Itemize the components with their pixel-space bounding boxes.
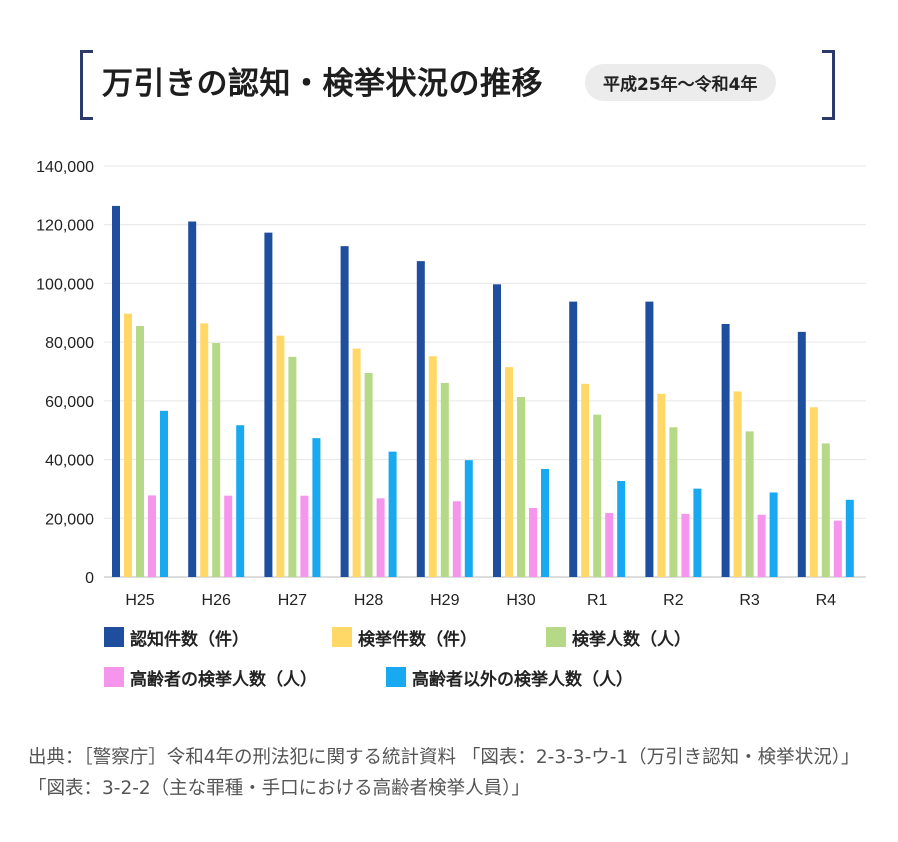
legend-item-arrested: 検挙人数（人） xyxy=(546,625,691,650)
bar-H30-series-0 xyxy=(493,284,501,577)
legend-label: 高齢者以外の検挙人数（人） xyxy=(412,669,633,690)
legend-label: 検挙人数（人） xyxy=(572,629,691,650)
bar-R4-series-1 xyxy=(809,407,818,577)
bar-R1-series-0 xyxy=(569,301,578,577)
legend-item-cleared: 検挙件数（件） xyxy=(332,625,512,650)
bar-H25-series-4 xyxy=(160,410,168,577)
bar-R1-series-1 xyxy=(581,383,590,577)
title-bracket-left xyxy=(80,50,93,120)
bar-H30-series-1 xyxy=(505,367,513,577)
bar-H28-series-1 xyxy=(352,348,361,577)
legend-item-non-elderly: 高齢者以外の検挙人数（人） xyxy=(386,665,633,690)
y-tick-label: 120,000 xyxy=(36,218,94,235)
legend-label: 検挙件数（件） xyxy=(358,629,477,650)
title-bracket-right xyxy=(822,50,835,120)
bar-R2-series-1 xyxy=(657,393,666,577)
chart-title: 万引きの認知・検挙状況の推移 xyxy=(102,66,543,102)
bar-H26-series-2 xyxy=(212,343,221,577)
bar-H25-series-3 xyxy=(148,495,156,577)
bar-H28-series-4 xyxy=(388,451,397,577)
bar-R3-series-3 xyxy=(757,514,766,577)
bar-R3-series-0 xyxy=(721,323,730,577)
y-tick-label: 20,000 xyxy=(45,511,94,528)
bar-H29-series-0 xyxy=(416,261,425,577)
period-badge: 平成25年〜令和4年 xyxy=(585,64,776,101)
y-tick-label: 140,000 xyxy=(36,159,94,176)
bar-R2-series-2 xyxy=(669,427,678,577)
y-tick-label: 60,000 xyxy=(45,394,94,411)
bar-H25-series-2 xyxy=(136,325,144,577)
bar-H26-series-0 xyxy=(188,221,197,578)
bar-H27-series-4 xyxy=(312,438,321,577)
y-tick-label: 100,000 xyxy=(36,276,94,293)
bar-H28-series-3 xyxy=(376,498,385,577)
bar-H29-series-2 xyxy=(440,382,449,577)
bar-H29-series-3 xyxy=(452,501,461,577)
bar-H28-series-2 xyxy=(364,372,373,577)
bar-H25-series-0 xyxy=(112,205,120,577)
x-tick-label: R3 xyxy=(739,592,760,609)
legend-swatch xyxy=(546,627,566,647)
x-tick-label: H29 xyxy=(430,592,459,609)
legend-swatch xyxy=(386,667,406,687)
bar-R2-series-3 xyxy=(681,513,690,577)
legend-label: 認知件数（件） xyxy=(130,629,249,650)
x-tick-label: H30 xyxy=(506,592,535,609)
x-tick-label: H27 xyxy=(278,592,307,609)
bar-H27-series-2 xyxy=(288,356,297,577)
bar-R1-series-3 xyxy=(605,513,614,577)
bar-H29-series-4 xyxy=(464,460,473,577)
bar-chart: 0 20,000 40,000 60,000 80,000 100,000 120,000 1… xyxy=(36,159,866,609)
bar-H26-series-4 xyxy=(236,425,245,577)
bar-R1-series-2 xyxy=(593,414,602,577)
y-tick-label: 0 xyxy=(85,570,94,587)
x-tick-label: R1 xyxy=(587,592,608,609)
bar-H27-series-1 xyxy=(276,335,285,577)
bar-R1-series-4 xyxy=(617,481,626,577)
bar-R4-series-2 xyxy=(821,443,830,577)
bar-H30-series-4 xyxy=(541,468,549,577)
bar-H30-series-2 xyxy=(517,397,525,577)
legend-swatch xyxy=(104,627,124,647)
bar-R2-series-0 xyxy=(645,301,654,577)
x-tick-label: H25 xyxy=(125,592,154,609)
legend-swatch xyxy=(332,627,352,647)
x-tick-label: H26 xyxy=(202,592,231,609)
legend-swatch xyxy=(104,667,124,687)
bar-H27-series-3 xyxy=(300,495,309,577)
source-note: 出典：［警察庁］令和4年の刑法犯に関する統計資料 「図表：2-3-3-ウ-1（万… xyxy=(28,747,860,799)
bar-R4-series-4 xyxy=(845,499,854,577)
legend-row-2: 高齢者の検挙人数（人） 高齢者以外の検挙人数（人） xyxy=(104,662,884,692)
bar-H26-series-3 xyxy=(224,495,233,577)
x-tick-label: H28 xyxy=(354,592,383,609)
bar-H26-series-1 xyxy=(200,323,209,577)
chart-title-box: 万引きの認知・検挙状況の推移 平成25年〜令和4年 xyxy=(80,50,835,120)
legend-item-recognized: 認知件数（件） xyxy=(104,625,284,650)
bar-H28-series-0 xyxy=(340,246,349,577)
legend-row-1: 認知件数（件） 検挙件数（件） 検挙人数（人） xyxy=(104,622,884,652)
y-tick-label: 40,000 xyxy=(45,453,94,470)
legend-item-elderly: 高齢者の検挙人数（人） xyxy=(104,665,364,690)
bar-R2-series-4 xyxy=(693,488,702,577)
bar-H25-series-1 xyxy=(124,313,132,577)
bar-R3-series-2 xyxy=(745,431,754,577)
bar-R3-series-4 xyxy=(769,492,778,577)
legend: 認知件数（件） 検挙件数（件） 検挙人数（人） 高齢者の検挙人数（人） 高齢者以… xyxy=(104,622,884,702)
bar-R3-series-1 xyxy=(733,391,742,577)
bar-H29-series-1 xyxy=(428,356,437,577)
bar-R4-series-3 xyxy=(833,520,842,577)
bar-H30-series-3 xyxy=(529,508,537,577)
legend-label: 高齢者の検挙人数（人） xyxy=(130,669,317,690)
bar-H27-series-0 xyxy=(264,232,273,577)
x-tick-label: R2 xyxy=(663,592,684,609)
x-tick-label: R4 xyxy=(816,592,837,609)
bar-R4-series-0 xyxy=(797,331,806,577)
y-tick-label: 80,000 xyxy=(45,335,94,352)
